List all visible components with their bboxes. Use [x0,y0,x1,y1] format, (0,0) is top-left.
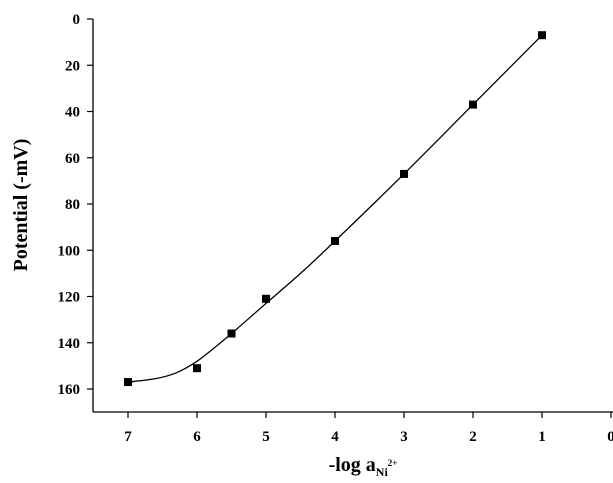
x-tick-label: 3 [400,429,408,445]
data-point [124,378,132,387]
y-tick-label: 120 [58,290,81,306]
x-tick-label: 0 [607,429,613,445]
y-tick-label: 0 [73,12,81,28]
y-axis-title: Potential (-mV) [10,139,32,272]
data-point [331,237,339,245]
x-axis-title-sub: Ni [376,465,389,479]
data-point [538,31,546,40]
x-tick-label: 1 [538,429,546,445]
x-tick-label: 2 [469,429,477,445]
x-axis-title: -log aNi2+ [329,454,398,479]
x-axis-title-sup: 2+ [388,458,398,468]
data-point [262,294,270,303]
data-point [400,169,408,178]
x-tick-label: 6 [193,429,201,445]
y-axis-ticks: 0 20 40 60 80 100 120 140 160 [58,12,93,398]
x-tick-label: 5 [262,429,270,445]
y-tick-label: 140 [58,336,81,352]
fit-curve [127,34,543,383]
data-point [227,329,236,338]
x-axis-ticks: 7 6 5 4 3 2 1 0 [124,412,613,445]
x-axis-title-main: -log a [329,454,376,476]
y-tick-label: 100 [58,243,81,259]
y-tick-label: 160 [58,382,81,398]
y-tick-label: 60 [65,151,80,167]
y-tick-label: 80 [65,197,80,213]
x-tick-label: 4 [331,429,339,445]
y-tick-label: 20 [65,58,80,74]
axes [92,19,613,413]
data-point [469,100,477,109]
x-tick-label: 7 [124,429,132,445]
data-points [124,31,546,387]
data-point [193,364,201,373]
y-tick-label: 40 [65,105,80,121]
